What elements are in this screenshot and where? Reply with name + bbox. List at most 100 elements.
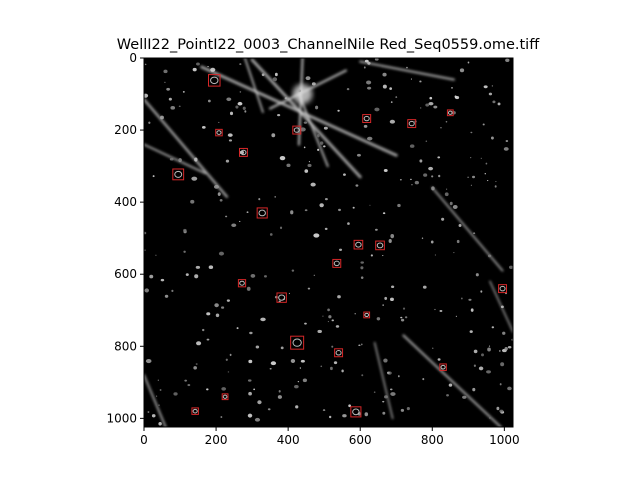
background-spot	[483, 85, 488, 89]
background-spot	[317, 133, 320, 138]
detected-droplet	[335, 350, 342, 356]
detection-box	[350, 406, 362, 418]
detection-boxes	[172, 74, 508, 418]
background-spot	[439, 310, 443, 312]
background-spot	[226, 97, 232, 102]
background-spot	[246, 286, 251, 291]
detection-box	[292, 125, 302, 135]
background-spot	[195, 363, 198, 365]
background-spot	[355, 184, 359, 187]
chart-title: WellI22_PointI22_0003_ChannelNile Red_Se…	[117, 37, 540, 53]
background-spot	[360, 266, 364, 270]
background-spot	[194, 274, 199, 279]
crystal-streaks	[144, 58, 513, 427]
background-spot	[482, 123, 485, 126]
background-spot	[277, 113, 281, 117]
background-spot	[239, 220, 241, 223]
background-spot	[421, 237, 424, 240]
background-spot	[227, 133, 233, 137]
background-spot	[428, 101, 434, 106]
background-spot	[473, 349, 478, 354]
background-spot	[341, 369, 344, 373]
background-spot	[363, 66, 366, 69]
background-spot	[352, 206, 355, 209]
background-spot	[190, 199, 195, 204]
background-spot	[231, 223, 237, 228]
detection-box	[256, 207, 268, 219]
crystal-core-glow	[292, 84, 313, 105]
background-spot	[462, 395, 467, 399]
background-spot	[338, 208, 341, 212]
background-spot	[191, 176, 198, 181]
y-tick-label: 800	[114, 339, 137, 353]
background-spot	[217, 192, 221, 196]
crystal-streak	[243, 58, 264, 114]
background-spot	[178, 105, 181, 107]
background-spot	[414, 180, 419, 185]
background-spot	[390, 297, 394, 302]
detection-box	[332, 258, 342, 268]
background-spot	[327, 321, 329, 323]
background-spot	[319, 141, 324, 145]
background-spot	[187, 383, 191, 387]
background-spot	[218, 251, 225, 256]
background-spot	[171, 289, 174, 292]
detection-box	[375, 240, 385, 251]
background-spot	[420, 107, 422, 109]
x-tick-label: 1000	[489, 433, 520, 447]
background-spot	[369, 204, 371, 206]
detection-box	[238, 147, 248, 157]
background-spot	[507, 345, 512, 349]
background-spot	[220, 416, 223, 418]
background-spot	[160, 115, 164, 120]
background-spot	[244, 110, 247, 113]
background-spot	[331, 319, 334, 322]
background-spot	[144, 93, 149, 98]
background-spot	[335, 325, 340, 328]
x-tick-label: 600	[349, 433, 372, 447]
background-spot	[422, 378, 425, 381]
background-spot	[505, 58, 510, 63]
detection-box	[208, 74, 221, 87]
background-spot	[310, 182, 316, 187]
background-spot	[210, 67, 216, 72]
background-spot	[473, 232, 476, 234]
background-spot	[400, 316, 403, 319]
background-spot	[449, 201, 453, 206]
background-spot	[317, 148, 320, 151]
background-spot	[229, 111, 234, 116]
background-spot	[487, 180, 489, 182]
background-spot	[303, 121, 308, 124]
background-spot	[432, 347, 434, 349]
x-tick-label: 400	[277, 433, 300, 447]
background-spot	[308, 161, 310, 163]
background-spot	[497, 102, 501, 106]
detected-droplet	[292, 338, 302, 347]
background-spot	[298, 89, 302, 93]
background-spot	[496, 406, 500, 411]
crystal-streak	[373, 341, 394, 420]
detection-box	[363, 311, 371, 319]
background-spot	[214, 303, 219, 308]
background-spot	[504, 346, 508, 351]
crystal-streak	[144, 374, 167, 427]
background-spot	[397, 203, 401, 208]
background-spot	[364, 59, 369, 63]
background-spot	[185, 273, 189, 277]
background-spot	[348, 404, 351, 408]
background-spot	[333, 361, 338, 365]
crystal-streak	[200, 65, 398, 157]
detected-droplet	[376, 242, 384, 249]
detected-droplet	[278, 294, 286, 301]
background-spot	[272, 77, 278, 82]
background-spot	[505, 140, 509, 142]
background-spot	[159, 389, 162, 391]
background-spot	[470, 131, 473, 134]
background-spot	[430, 240, 434, 244]
background-spot	[313, 274, 316, 276]
background-spot	[419, 159, 423, 163]
detected-droplet	[333, 260, 340, 267]
background-spot	[448, 383, 453, 387]
background-spot	[342, 414, 347, 418]
